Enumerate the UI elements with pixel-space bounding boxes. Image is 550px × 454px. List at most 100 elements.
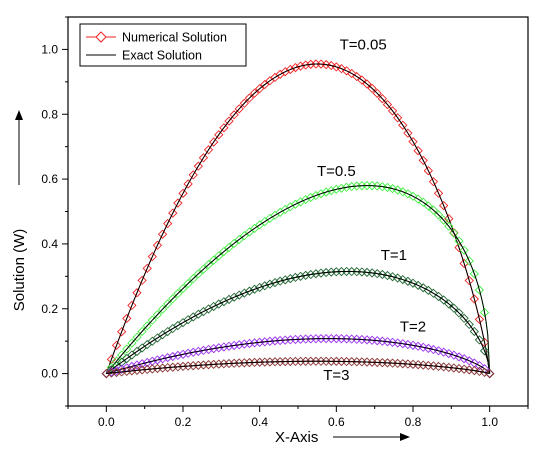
data-point xyxy=(117,327,127,337)
data-point xyxy=(229,340,239,351)
data-point xyxy=(372,88,382,98)
curve-labels: T=0.05 T=0.5 T=1 T=2 T=3 xyxy=(317,36,426,384)
data-point xyxy=(331,62,341,72)
data-point xyxy=(479,346,490,356)
data-point xyxy=(219,246,229,257)
data-point xyxy=(214,130,224,140)
data-point xyxy=(147,364,157,374)
data-point xyxy=(142,357,152,368)
data-point xyxy=(193,269,203,279)
data-point xyxy=(209,343,219,354)
data-point xyxy=(244,338,255,349)
data-point xyxy=(265,336,275,346)
data-point xyxy=(377,181,387,192)
data-point xyxy=(439,200,449,211)
data-point xyxy=(393,273,403,283)
y-tick-label: 1.0 xyxy=(41,42,58,56)
data-point xyxy=(306,269,316,280)
data-point xyxy=(137,326,147,337)
data-point xyxy=(433,210,444,220)
data-point xyxy=(229,110,239,120)
data-point xyxy=(321,267,331,278)
data-point xyxy=(255,84,265,94)
x-axis-title: X-Axis xyxy=(275,429,318,446)
numerical-line xyxy=(105,185,491,374)
data-point xyxy=(428,205,439,215)
data-point xyxy=(111,340,122,351)
legend-diamond-icon xyxy=(95,31,107,43)
data-point xyxy=(341,182,352,192)
y-axis-title: Solution (W) xyxy=(11,229,28,312)
data-point xyxy=(444,348,454,359)
data-point xyxy=(198,345,209,356)
curve-label-0: T=0.05 xyxy=(340,36,387,53)
data-point xyxy=(444,299,454,309)
data-point xyxy=(132,360,142,370)
data-point xyxy=(249,88,260,98)
data-point xyxy=(183,278,193,289)
data-point xyxy=(193,346,203,356)
data-point xyxy=(173,288,183,299)
data-point xyxy=(142,321,152,331)
numerical-line xyxy=(105,63,491,374)
data-point xyxy=(142,364,152,375)
series-2 xyxy=(101,266,495,379)
y-tick-label: 0.8 xyxy=(41,107,58,121)
data-point xyxy=(449,228,459,238)
data-point xyxy=(132,365,142,376)
data-point xyxy=(183,179,193,189)
y-tick-label: 0.6 xyxy=(41,172,58,186)
plot-area: 0.0 0.2 0.4 0.6 0.8 1.0 0.0 0.2 0.4 0.6 0.8 1.0 xyxy=(41,16,529,429)
legend: Numerical Solution Exact Solution xyxy=(79,23,247,67)
data-point xyxy=(393,113,403,123)
data-point xyxy=(459,313,469,323)
data-point xyxy=(255,337,265,347)
axis-titles: X-Axis Solution (W) xyxy=(11,110,410,446)
data-point xyxy=(137,359,147,369)
data-point xyxy=(469,326,479,337)
data-point xyxy=(464,319,474,330)
data-point xyxy=(428,344,439,355)
data-point xyxy=(301,60,311,70)
data-point xyxy=(239,339,249,349)
data-point xyxy=(203,260,214,270)
data-point xyxy=(433,188,444,198)
data-point xyxy=(147,315,157,325)
data-point xyxy=(311,269,321,279)
exact-line xyxy=(106,338,491,375)
exact-line xyxy=(105,63,491,374)
x-tick-label: 0.6 xyxy=(328,415,345,429)
data-point xyxy=(439,347,449,357)
data-point xyxy=(117,350,127,360)
series-1 xyxy=(101,180,495,379)
data-point xyxy=(122,344,132,354)
data-point xyxy=(209,137,219,147)
legend-box xyxy=(79,23,247,67)
data-point xyxy=(331,184,341,194)
data-point xyxy=(168,351,178,362)
data-point xyxy=(244,93,255,103)
data-point xyxy=(301,270,311,281)
data-point xyxy=(224,116,234,126)
data-point xyxy=(157,304,168,314)
x-axis-arrow-head xyxy=(400,433,410,441)
data-point xyxy=(454,308,464,318)
data-point xyxy=(408,137,418,147)
data-point xyxy=(157,229,168,239)
data-point xyxy=(157,354,168,364)
data-point xyxy=(127,366,137,376)
x-tick-label: 0.2 xyxy=(175,415,192,429)
exact-line xyxy=(106,360,490,375)
data-point xyxy=(137,365,147,375)
data-point xyxy=(387,272,398,282)
data-point xyxy=(270,277,280,288)
exact-line xyxy=(105,185,491,374)
data-point xyxy=(168,294,178,304)
x-tick-label: 1.0 xyxy=(481,415,498,429)
curve-label-3: T=2 xyxy=(400,318,426,335)
data-point xyxy=(122,313,132,324)
data-point xyxy=(127,338,137,348)
data-point xyxy=(285,273,295,284)
data-point xyxy=(101,368,111,379)
data-point xyxy=(122,366,132,377)
